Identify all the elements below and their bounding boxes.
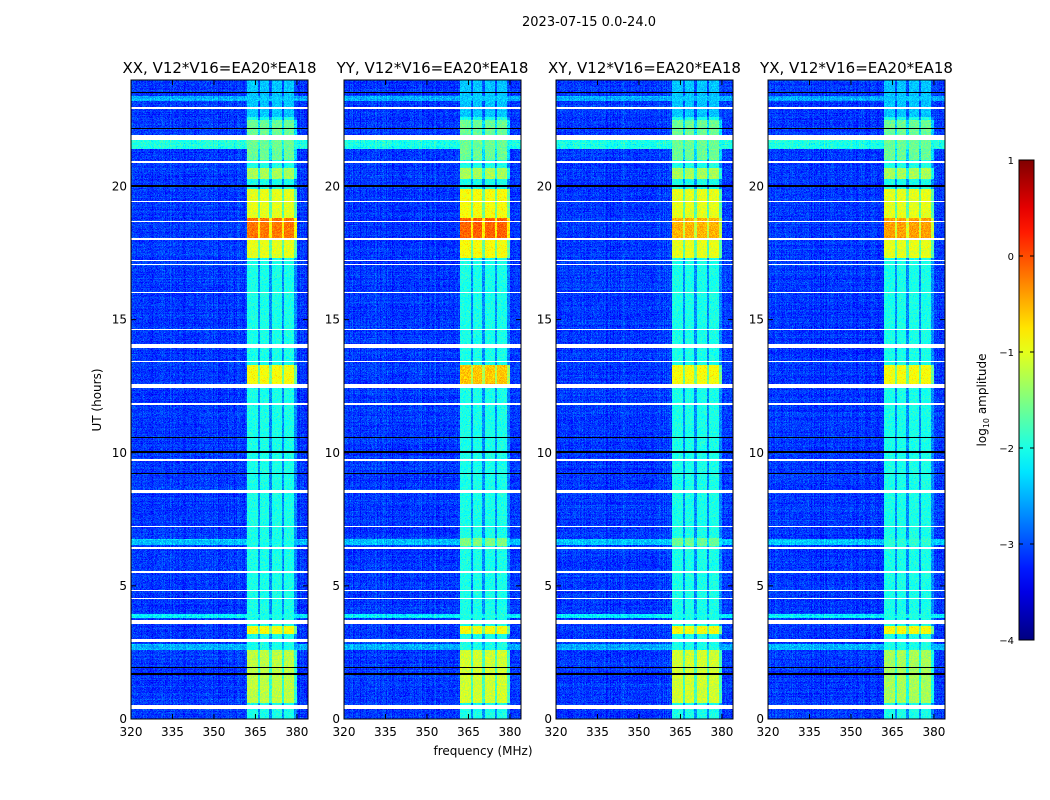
x-tick-label: 380	[710, 725, 733, 739]
colorbar-tick-label: −4	[999, 636, 1014, 647]
x-tick-label: 365	[244, 725, 267, 739]
y-tick-label: 15	[537, 313, 552, 327]
heatmap-image	[556, 80, 733, 719]
y-tick-label: 20	[537, 180, 552, 194]
y-tick-label: 10	[325, 446, 340, 460]
colorbar-tick-label: −1	[999, 348, 1014, 359]
colorbar-label-rest: amplitude	[975, 354, 989, 418]
heatmap-image	[768, 80, 945, 719]
y-tick-label: 20	[325, 180, 340, 194]
y-tick-label: 20	[112, 180, 127, 194]
y-tick-label: 0	[544, 712, 552, 726]
colorbar-label: log10 amplitude	[975, 354, 991, 447]
panel-title: YY, V12*V16=EA20*EA18	[336, 59, 529, 77]
panel-3: YX, V12*V16=EA20*EA18 320 335 350 365 380 0 5 10…	[749, 59, 953, 739]
colorbar-label-sub: 10	[982, 418, 991, 428]
y-axis-label: UT (hours)	[90, 368, 104, 431]
y-tick-label: 15	[112, 313, 127, 327]
x-tick-label: 350	[840, 725, 863, 739]
x-tick-label: 320	[333, 725, 356, 739]
x-tick-label: 320	[545, 725, 568, 739]
colorbar-tick-label: −2	[999, 444, 1014, 455]
plot-frame	[767, 79, 946, 720]
x-tick-label: 335	[161, 725, 184, 739]
y-tick-label: 0	[119, 712, 127, 726]
y-tick-label: 10	[537, 446, 552, 460]
x-tick-label: 320	[757, 725, 780, 739]
y-tick-label: 10	[112, 446, 127, 460]
y-tick-label: 15	[749, 313, 764, 327]
y-tick-label: 5	[544, 579, 552, 593]
panels: XX, V12*V16=EA20*EA18 320 335 350 365 380 0 5 10…	[112, 59, 953, 739]
x-tick-label: 335	[586, 725, 609, 739]
x-tick-label: 320	[120, 725, 143, 739]
colorbar-gradient	[1018, 159, 1035, 641]
y-tick-label: 15	[325, 313, 340, 327]
plot-frame	[555, 79, 734, 720]
panel-title: XY, V12*V16=EA20*EA18	[548, 59, 741, 77]
heatmap-image	[131, 80, 308, 719]
x-tick-label: 365	[881, 725, 904, 739]
panel-title: YX, V12*V16=EA20*EA18	[759, 59, 953, 77]
x-tick-label: 350	[203, 725, 226, 739]
plot-frame	[130, 79, 309, 720]
y-tick-label: 20	[749, 180, 764, 194]
colorbar-tick-label: −3	[999, 540, 1014, 551]
x-tick-label: 335	[374, 725, 397, 739]
panel-title: XX, V12*V16=EA20*EA18	[122, 59, 316, 77]
y-tick-label: 5	[756, 579, 764, 593]
panel-1: YY, V12*V16=EA20*EA18 320 335 350 365 380 0 5 10…	[325, 59, 529, 739]
x-tick-label: 365	[669, 725, 692, 739]
plot-frame	[343, 79, 522, 720]
y-tick-label: 5	[119, 579, 127, 593]
x-tick-label: 365	[457, 725, 480, 739]
y-tick-label: 0	[332, 712, 340, 726]
x-tick-label: 350	[416, 725, 439, 739]
x-tick-label: 380	[922, 725, 945, 739]
x-tick-label: 335	[798, 725, 821, 739]
x-axis-label: frequency (MHz)	[433, 744, 532, 758]
y-tick-label: 5	[332, 579, 340, 593]
y-tick-label: 10	[749, 446, 764, 460]
panel-0: XX, V12*V16=EA20*EA18 320 335 350 365 380 0 5 10…	[112, 59, 317, 739]
colorbar-tick-label: 0	[1008, 252, 1014, 263]
panel-2: XY, V12*V16=EA20*EA18 320 335 350 365 380 0 5 10…	[537, 59, 741, 739]
colorbar-label-log: log	[975, 428, 989, 446]
x-tick-label: 380	[498, 725, 521, 739]
x-tick-label: 380	[285, 725, 308, 739]
y-tick-label: 0	[756, 712, 764, 726]
figure-title: 2023-07-15 0.0-24.0	[522, 15, 656, 30]
x-tick-label: 350	[628, 725, 651, 739]
heatmap-image	[344, 80, 521, 719]
colorbar-tick-label: 1	[1008, 156, 1014, 167]
